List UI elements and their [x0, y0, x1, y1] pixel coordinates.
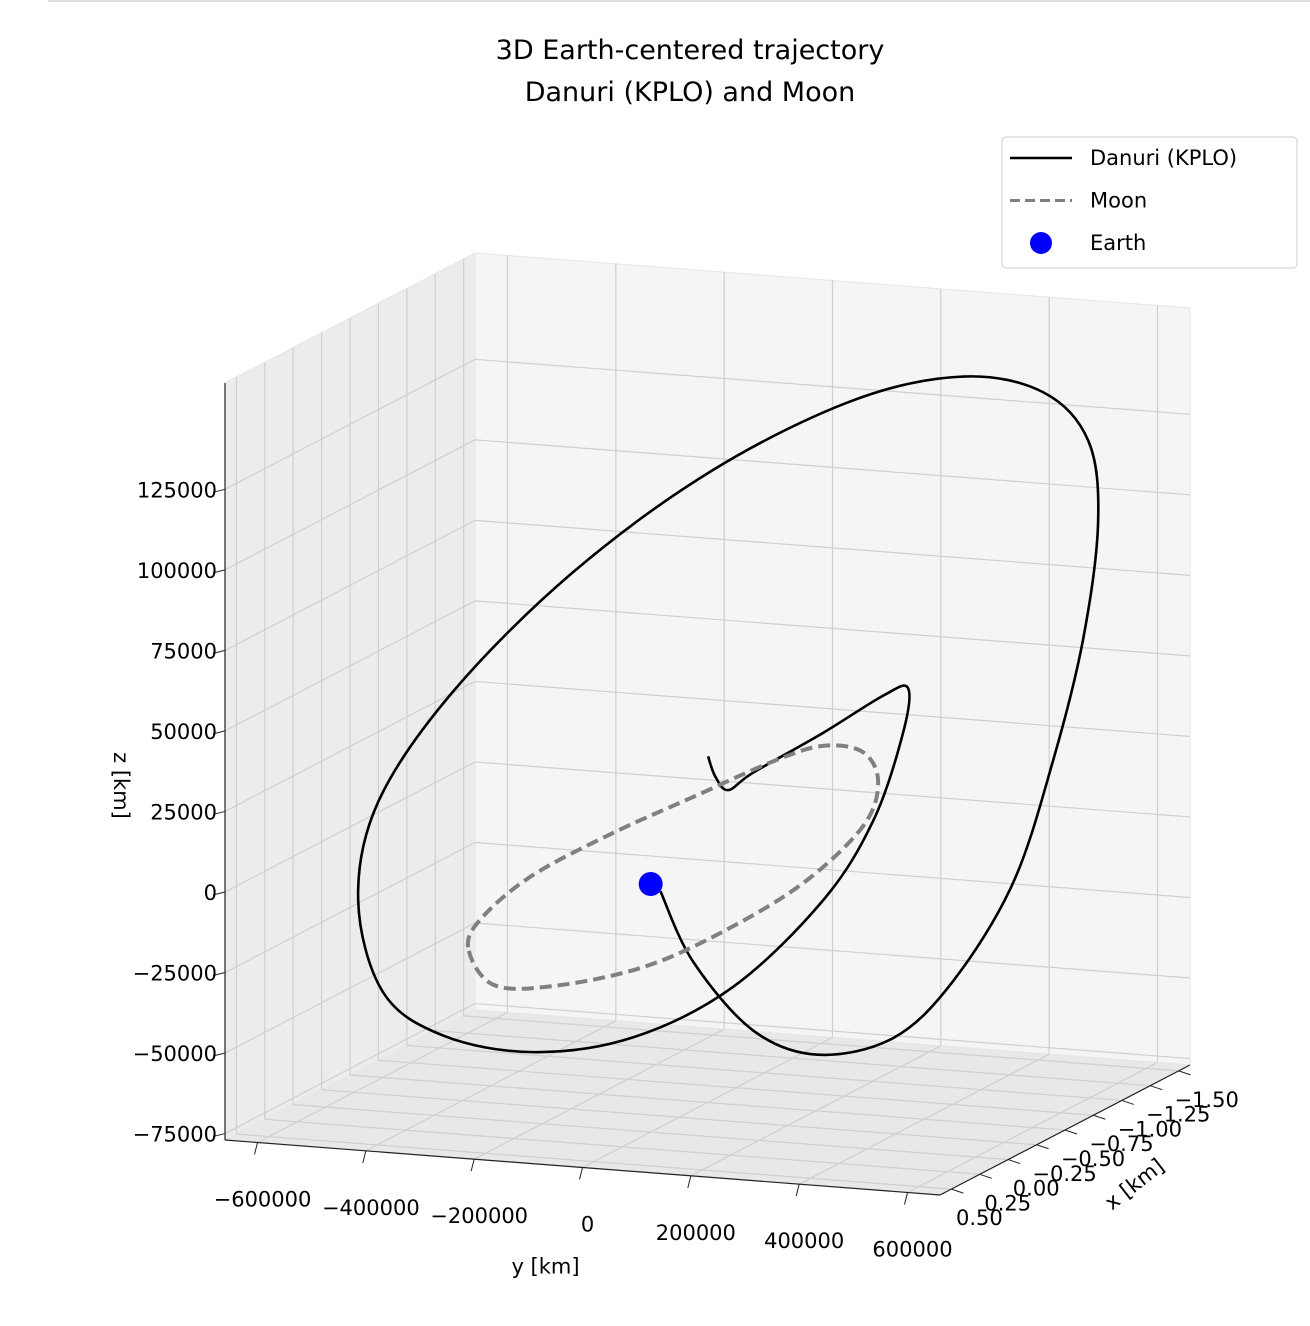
z-tick	[212, 810, 226, 815]
y-tick-label: 200000	[656, 1221, 736, 1245]
z-tick-label: 75000	[150, 639, 217, 663]
x-tick-label: −1.00	[1118, 1117, 1182, 1141]
z-tick-label: −25000	[133, 961, 217, 985]
top-border	[48, 0, 1310, 2]
grid-line	[474, 1002, 1191, 1060]
legend: Danuri (KPLO) Moon Earth	[1001, 136, 1298, 269]
z-tick-label: −75000	[133, 1123, 217, 1147]
z-tick	[212, 649, 226, 654]
x-tick	[979, 1173, 992, 1179]
grid-line	[293, 1103, 1009, 1161]
grid-line	[474, 841, 1191, 899]
y-tick-label: 0	[581, 1213, 594, 1237]
y-tick	[470, 1159, 475, 1172]
axis-line	[939, 1064, 1191, 1196]
y-tick	[362, 1150, 367, 1163]
legend-box	[1001, 136, 1298, 269]
x-tick	[1036, 1144, 1049, 1150]
y-tick	[795, 1184, 800, 1197]
z-tick-label: 50000	[150, 720, 217, 744]
x-tick	[1178, 1070, 1191, 1076]
trajectory-line	[465, 743, 881, 991]
x-tick-label: −0.50	[1061, 1147, 1125, 1171]
grid-line	[474, 922, 1191, 979]
grid-line	[474, 519, 1191, 576]
grid-line	[264, 1118, 980, 1175]
z-tick-label: 125000	[137, 478, 217, 502]
z-tick	[212, 1052, 226, 1057]
z-tick-label: 100000	[137, 559, 217, 583]
x-tick-label: 0.25	[984, 1191, 1031, 1215]
z-tick	[212, 488, 226, 493]
y-tick	[579, 1167, 583, 1180]
grid-line	[378, 1059, 1094, 1116]
y-tick-label: −200000	[430, 1204, 528, 1228]
y-axis-label: y [km]	[511, 1255, 579, 1279]
y-tick-label: 400000	[764, 1229, 844, 1253]
x-tick-label: −0.75	[1089, 1132, 1153, 1156]
y-tick	[904, 1192, 908, 1205]
x-tick-label: −1.25	[1146, 1103, 1210, 1127]
x-tick	[1008, 1159, 1021, 1165]
grid-line	[474, 358, 1191, 415]
y-tick	[254, 1142, 258, 1155]
x-tick	[1121, 1099, 1134, 1105]
z-tick-label: 25000	[150, 800, 217, 824]
z-tick	[212, 891, 226, 896]
y-tick-label: −600000	[214, 1188, 312, 1212]
grid-line	[406, 1044, 1122, 1102]
z-tick	[212, 730, 226, 735]
x-tick-label: 0.50	[956, 1206, 1003, 1230]
grid-line	[435, 1030, 1151, 1087]
x-tick	[1064, 1129, 1078, 1135]
legend-marker	[1030, 232, 1052, 254]
x-tick-label: −1.50	[1174, 1088, 1238, 1112]
grid-line	[349, 1074, 1066, 1131]
grid-line	[321, 1089, 1037, 1146]
z-tick	[212, 972, 226, 976]
y-tick-label: 600000	[872, 1238, 952, 1262]
z-tick-label: 0	[204, 881, 217, 905]
z-tick	[212, 1133, 226, 1138]
z-tick-label: −50000	[133, 1042, 217, 1066]
earth-point	[638, 872, 663, 897]
y-tick	[687, 1175, 692, 1188]
z-axis-label: z [km]	[109, 752, 133, 819]
chart-title: 3D Earth-centered trajectory Danuri (KPL…	[495, 35, 885, 108]
y-tick-label: −400000	[322, 1196, 420, 1220]
x-tick	[951, 1188, 964, 1194]
grid-line	[474, 600, 1191, 657]
legend-label: Moon	[1090, 189, 1147, 213]
axis-line	[224, 1139, 941, 1196]
grid-line	[474, 761, 1191, 818]
legend-label: Danuri (KPLO)	[1090, 146, 1237, 170]
x-tick	[1093, 1114, 1106, 1120]
grid-line	[474, 439, 1191, 496]
x-tick-label: 0.00	[1013, 1177, 1060, 1201]
legend-label: Earth	[1090, 231, 1146, 255]
grid-line	[236, 1133, 952, 1190]
grid-line	[463, 1015, 1179, 1072]
trajectory-line	[356, 375, 1100, 1057]
x-tick-label: −0.25	[1032, 1162, 1096, 1186]
z-tick	[212, 569, 226, 574]
x-tick	[1150, 1085, 1163, 1091]
grid-line	[474, 680, 1191, 738]
